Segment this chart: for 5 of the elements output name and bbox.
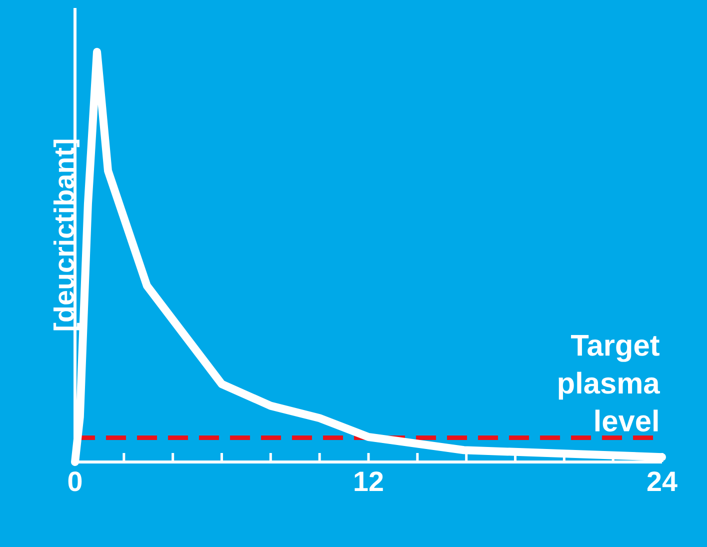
ref-line-label: Target plasma level	[558, 335, 660, 432]
y-axis-title: [deucrictibant]	[53, 140, 80, 330]
x-tick-label: 12	[354, 472, 383, 491]
x-tick-label: 0	[68, 472, 82, 492]
x-tick-label: 24	[647, 472, 678, 491]
